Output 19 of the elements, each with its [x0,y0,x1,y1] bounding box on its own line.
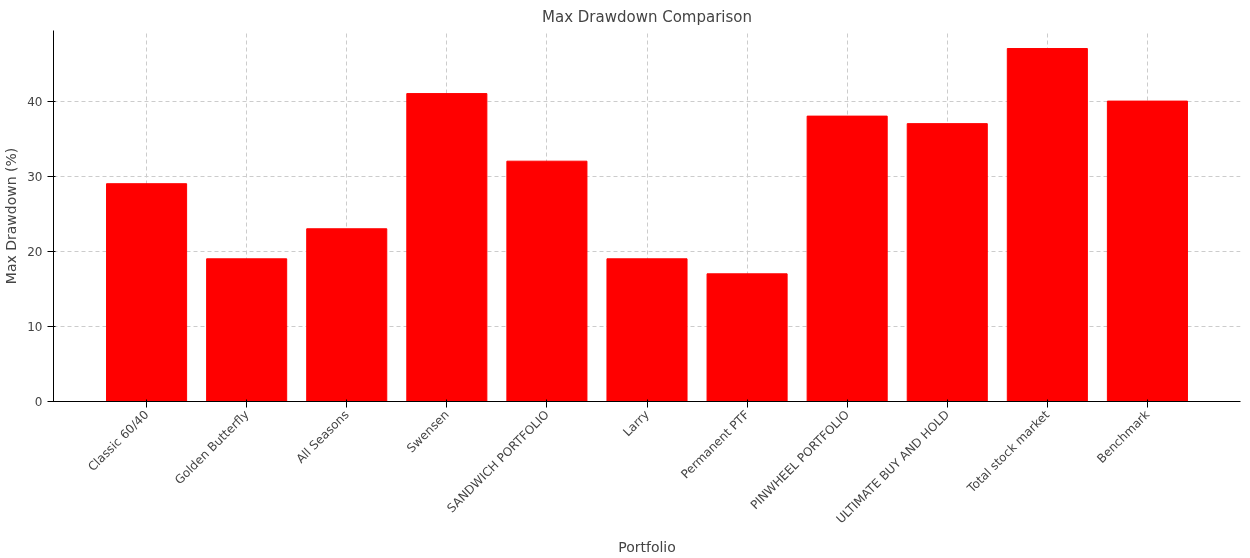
bar [1006,48,1088,402]
bar [906,123,988,402]
y-tick-label: 0 [34,395,43,409]
chart-title: Max Drawdown Comparison [542,7,753,26]
bar [706,273,788,402]
bar [106,183,188,402]
bar [406,93,488,402]
bar [1106,100,1188,402]
bar [606,258,688,402]
y-axis-title: Max Drawdown (%) [3,147,20,285]
y-tick-label: 30 [27,169,43,184]
x-axis-title: Portfolio [618,539,676,556]
bar [306,228,388,402]
y-tick-label: 20 [27,244,43,259]
bar [506,160,588,402]
y-tick-label: 10 [27,319,43,334]
bar [206,258,288,402]
y-tick-label: 40 [27,94,43,109]
bar [806,115,888,402]
